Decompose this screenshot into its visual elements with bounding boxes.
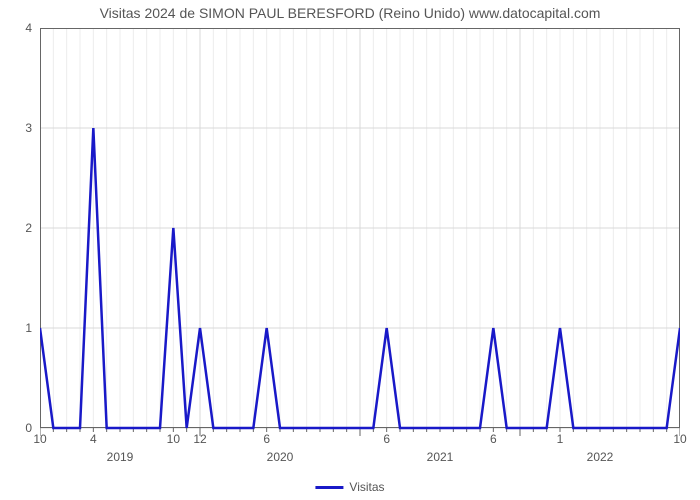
data-point-label: 12	[193, 432, 206, 446]
data-point-label: 6	[263, 432, 270, 446]
data-point-label: 6	[490, 432, 497, 446]
year-label: 2019	[107, 450, 134, 464]
data-point-label: 10	[33, 432, 46, 446]
plot-area	[40, 28, 680, 428]
ytick-label: 3	[0, 121, 32, 135]
plot-svg	[40, 28, 680, 488]
data-point-label: 10	[167, 432, 180, 446]
ytick-label: 1	[0, 321, 32, 335]
data-point-label: 10	[673, 432, 686, 446]
data-point-label: 1	[557, 432, 564, 446]
ytick-label: 0	[0, 421, 32, 435]
ytick-label: 2	[0, 221, 32, 235]
legend-line	[315, 486, 343, 489]
ytick-label: 4	[0, 21, 32, 35]
data-point-label: 6	[383, 432, 390, 446]
year-label: 2021	[427, 450, 454, 464]
data-point-label: 4	[90, 432, 97, 446]
chart-title: Visitas 2024 de SIMON PAUL BERESFORD (Re…	[0, 5, 700, 21]
legend: Visitas	[315, 480, 384, 494]
chart-container: { "chart": { "type": "line", "title": "V…	[0, 0, 700, 500]
year-label: 2020	[267, 450, 294, 464]
year-label: 2022	[587, 450, 614, 464]
legend-label: Visitas	[349, 480, 384, 494]
